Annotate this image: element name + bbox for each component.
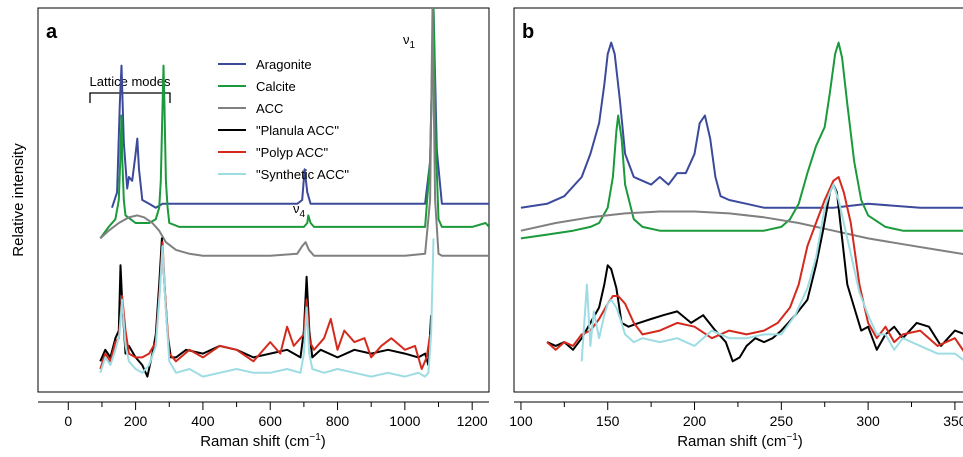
legend-label: "Planula ACC": [256, 123, 339, 138]
x-tick-label: 100: [509, 413, 533, 429]
legend-entry-planula-acc: "Planula ACC": [218, 123, 339, 138]
legend-label: Calcite: [256, 79, 296, 94]
legend-entry-acc: ACC: [218, 101, 283, 116]
x-tick-label: 0: [64, 413, 72, 429]
panel-b-x-axis-title: Raman shift (cm−1): [677, 432, 803, 450]
x-tick-label: 400: [191, 413, 215, 429]
panel-a-x-axis: 0 200 400 600 800 1000 1200: [38, 401, 489, 429]
legend-entry-synthetic-acc: "Synthetic ACC": [218, 167, 349, 182]
panel-a-x-axis-title: Raman shift (cm−1): [200, 432, 326, 450]
x-tick-label: 200: [124, 413, 148, 429]
series-line-polyp: [546, 176, 963, 352]
series-line-synthetic: [580, 183, 963, 362]
legend-entry-aragonite: Aragonite: [218, 57, 312, 72]
series-line-polyp: [99, 241, 432, 370]
series-line-planula: [99, 237, 433, 378]
lattice-modes-label: Lattice modes: [90, 74, 171, 89]
series-line-acc: [99, 8, 489, 257]
nu1-label: ν1: [403, 32, 416, 51]
series-line-aragonite: [111, 8, 489, 209]
panel-b-x-axis: 100 150 200 250 300 350: [509, 401, 963, 429]
series-line-acc: [520, 210, 963, 255]
panel-a-frame: [37, 7, 490, 393]
panel-a-series: [99, 8, 489, 378]
legend-entry-polyp-acc: "Polyp ACC": [218, 145, 328, 160]
series-line-planula: [546, 183, 963, 363]
x-tick-label: 300: [856, 413, 880, 429]
panel-b-series: [520, 41, 963, 363]
legend-label: "Synthetic ACC": [256, 167, 349, 182]
x-tick-label: 200: [683, 413, 707, 429]
x-tick-label: 1000: [389, 413, 420, 429]
legend: Aragonite Calcite ACC "Planula ACC" "Pol…: [218, 57, 349, 182]
legend-label: Aragonite: [256, 57, 312, 72]
legend-label: ACC: [256, 101, 283, 116]
series-line-calcite: [520, 41, 963, 240]
legend-label: "Polyp ACC": [256, 145, 328, 160]
legend-entry-calcite: Calcite: [218, 79, 296, 94]
x-tick-label: 1200: [457, 413, 488, 429]
nu4-label: ν4: [293, 201, 306, 220]
panel-a: a Relative intensity Raman shift (cm−1) …: [10, 7, 490, 450]
y-axis-title: Relative intensity: [10, 143, 27, 257]
panel-a-letter: a: [46, 21, 58, 43]
series-line-aragonite: [520, 41, 963, 209]
panel-b: b Raman shift (cm−1) 100 150 200 250 300 350: [509, 7, 963, 450]
lattice-modes-bracket: Lattice modes: [89, 74, 171, 103]
panel-b-letter: b: [522, 21, 534, 43]
x-tick-label: 250: [770, 413, 794, 429]
x-tick-label: 150: [596, 413, 620, 429]
x-tick-label: 800: [326, 413, 350, 429]
series-line-synthetic: [99, 238, 435, 378]
x-tick-label: 600: [259, 413, 283, 429]
panel-b-frame: [513, 7, 963, 393]
x-tick-label: 350: [943, 413, 963, 429]
